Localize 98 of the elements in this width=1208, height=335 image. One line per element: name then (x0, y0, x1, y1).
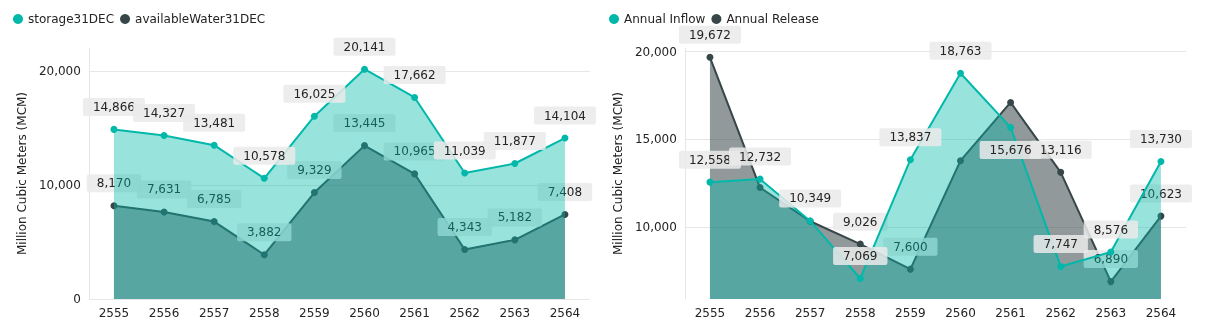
y-axis-title: Million Cubic Meters (MCM) (611, 91, 625, 256)
x-tick-label: 2564 (1145, 306, 1177, 320)
data-label: 11,039 (443, 143, 486, 158)
point (906, 156, 914, 164)
data-label: 14,104 (543, 108, 586, 123)
point (461, 245, 469, 253)
data-label: 8,170 (96, 176, 132, 191)
data-label: 7,747 (1043, 237, 1078, 252)
data-label: 14,866 (92, 99, 135, 114)
x-tick-label: 2558 (845, 306, 876, 320)
data-label: 10,578 (243, 148, 286, 163)
point (210, 141, 218, 149)
legend-label: Annual Inflow (624, 12, 706, 26)
legend-label: Annual Release (726, 12, 819, 26)
y-tick-label: 10,000 (634, 220, 677, 235)
x-tick-label: 2559 (299, 306, 330, 320)
data-label: 7,631 (146, 182, 182, 197)
x-tick-label: 2563 (1095, 306, 1127, 320)
data-label: 12,558 (688, 152, 731, 167)
x-tick-label: 2556 (744, 306, 776, 320)
y-tick-label: 0 (73, 292, 81, 306)
y-tick-label: 20,000 (38, 63, 81, 78)
y-tick-label: 15,000 (634, 132, 677, 147)
x-tick-label: 2557 (794, 306, 826, 320)
x-tick-label: 2555 (98, 306, 130, 320)
point (1157, 158, 1165, 166)
data-label: 16,025 (293, 86, 336, 101)
data-label: 11,877 (493, 133, 536, 148)
y-tick-label: 10,000 (38, 177, 81, 192)
point (957, 157, 964, 165)
x-tick-label: 2561 (399, 306, 430, 320)
data-label: 4,343 (447, 219, 482, 234)
data-label: 15,676 (989, 142, 1032, 157)
x-tick-label: 2561 (995, 306, 1026, 320)
x-tick-label: 2563 (499, 306, 531, 320)
point (411, 93, 419, 101)
data-label: 8,576 (1093, 222, 1129, 237)
point (310, 112, 318, 120)
x-tick-label: 2557 (198, 306, 230, 320)
point (361, 65, 368, 73)
data-label: 9,026 (843, 214, 878, 229)
data-label: 20,141 (343, 39, 386, 54)
point (856, 240, 864, 248)
x-tick-label: 2564 (549, 306, 581, 320)
point (1057, 168, 1065, 176)
data-label: 13,837 (889, 130, 932, 145)
x-tick-label: 2560 (945, 306, 976, 320)
x-tick-label: 2555 (694, 306, 726, 320)
point (160, 132, 168, 140)
x-tick-label: 2562 (1045, 306, 1076, 320)
x-tick-label: 2559 (895, 306, 926, 320)
point (411, 170, 419, 178)
point (260, 251, 268, 259)
data-label: 7,069 (843, 248, 878, 263)
data-label: 3,882 (247, 225, 282, 240)
legend-label: storage31DEC (28, 12, 115, 26)
data-label: 17,662 (393, 67, 436, 82)
point (461, 169, 469, 177)
data-label: 7,408 (547, 184, 583, 199)
point (361, 142, 368, 150)
point (260, 174, 268, 182)
data-label: 13,116 (1039, 142, 1082, 157)
point (210, 218, 218, 226)
data-label: 13,445 (343, 116, 386, 131)
point (110, 202, 118, 210)
legend-label: availableWater31DEC (135, 12, 266, 26)
data-label: 14,327 (143, 106, 186, 121)
point (310, 189, 318, 197)
data-label: 6,785 (196, 192, 232, 207)
point (1107, 278, 1115, 286)
data-label: 18,763 (939, 43, 982, 58)
data-label: 13,730 (1139, 132, 1182, 147)
point (906, 265, 914, 273)
y-tick-label: 20,000 (634, 44, 677, 59)
point (511, 236, 519, 244)
data-label: 9,329 (297, 163, 332, 178)
data-label: 5,182 (497, 210, 533, 225)
data-label: 7,600 (893, 239, 928, 254)
x-tick-label: 2560 (349, 306, 380, 320)
data-label: 13,481 (193, 115, 236, 130)
point (1057, 263, 1065, 271)
x-tick-label: 2556 (148, 306, 180, 320)
data-label: 6,890 (1093, 252, 1129, 267)
point (957, 69, 964, 77)
data-label: 10,349 (789, 191, 832, 206)
point (1007, 123, 1015, 131)
data-label: 12,732 (739, 149, 782, 164)
point (706, 53, 714, 61)
point (1007, 98, 1015, 106)
x-tick-label: 2562 (449, 306, 480, 320)
point (756, 184, 764, 192)
point (561, 210, 569, 218)
point (110, 125, 118, 133)
y-axis-title: Million Cubic Meters (MCM) (15, 91, 29, 256)
data-label: 19,672 (688, 27, 731, 42)
point (511, 160, 519, 167)
x-tick-label: 2558 (249, 306, 280, 320)
point (856, 274, 864, 282)
